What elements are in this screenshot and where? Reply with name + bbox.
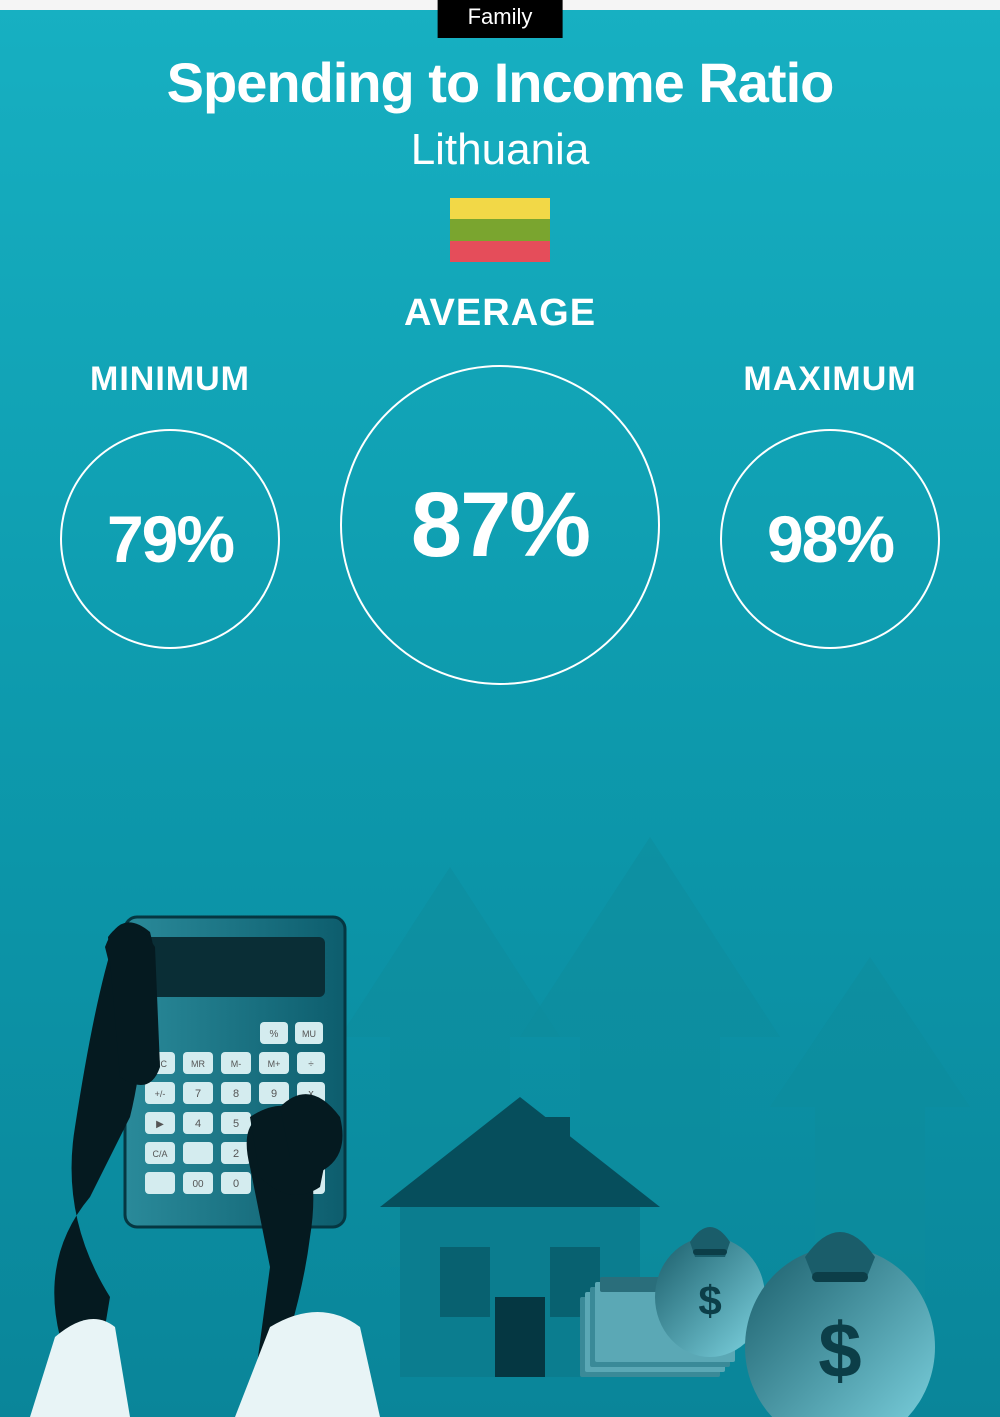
stat-maximum-circle: 98% — [720, 429, 940, 649]
stat-maximum: MAXIMUM 98% — [720, 360, 940, 649]
stat-minimum-circle: 79% — [60, 429, 280, 649]
svg-text:4: 4 — [195, 1118, 201, 1130]
svg-text:8: 8 — [233, 1088, 239, 1100]
stats-container: MINIMUM 79% AVERAGE 87% MAXIMUM 98% — [0, 330, 1000, 685]
svg-text:▶: ▶ — [156, 1119, 164, 1130]
flag-stripe-mid — [450, 219, 550, 240]
svg-text:2: 2 — [233, 1148, 239, 1160]
stat-maximum-label: MAXIMUM — [743, 360, 916, 399]
stat-minimum-value: 79% — [107, 501, 233, 577]
flag-stripe-bot — [450, 241, 550, 262]
svg-text:M+: M+ — [268, 1059, 281, 1069]
svg-text:5: 5 — [233, 1118, 239, 1130]
stat-average-value: 87% — [411, 473, 589, 578]
country-subtitle: Lithuania — [0, 125, 1000, 175]
stat-maximum-value: 98% — [767, 501, 893, 577]
stat-average-label: AVERAGE — [404, 292, 596, 335]
svg-text:9: 9 — [271, 1088, 277, 1100]
svg-text:$: $ — [818, 1306, 861, 1394]
svg-text:00: 00 — [192, 1179, 204, 1190]
stat-minimum: MINIMUM 79% — [60, 360, 280, 649]
svg-text:$: $ — [698, 1277, 721, 1324]
stat-minimum-label: MINIMUM — [90, 360, 250, 399]
finance-illustration: $ $ % MU MC MR M- — [0, 817, 1000, 1417]
stat-average-circle: 87% — [340, 365, 660, 685]
svg-text:+/-: +/- — [155, 1089, 166, 1099]
flag-stripe-top — [450, 198, 550, 219]
svg-text:0: 0 — [233, 1178, 239, 1190]
category-badge: Family — [438, 0, 563, 38]
page-title: Spending to Income Ratio — [0, 50, 1000, 115]
svg-text:÷: ÷ — [308, 1059, 314, 1070]
flag-icon — [450, 198, 550, 262]
svg-text:MR: MR — [191, 1059, 205, 1069]
stat-average: AVERAGE 87% — [340, 292, 660, 685]
svg-text:MU: MU — [302, 1029, 316, 1039]
svg-text:C/A: C/A — [152, 1149, 167, 1159]
svg-text:M-: M- — [231, 1059, 242, 1069]
svg-text:%: % — [270, 1029, 279, 1040]
svg-text:7: 7 — [195, 1088, 201, 1100]
